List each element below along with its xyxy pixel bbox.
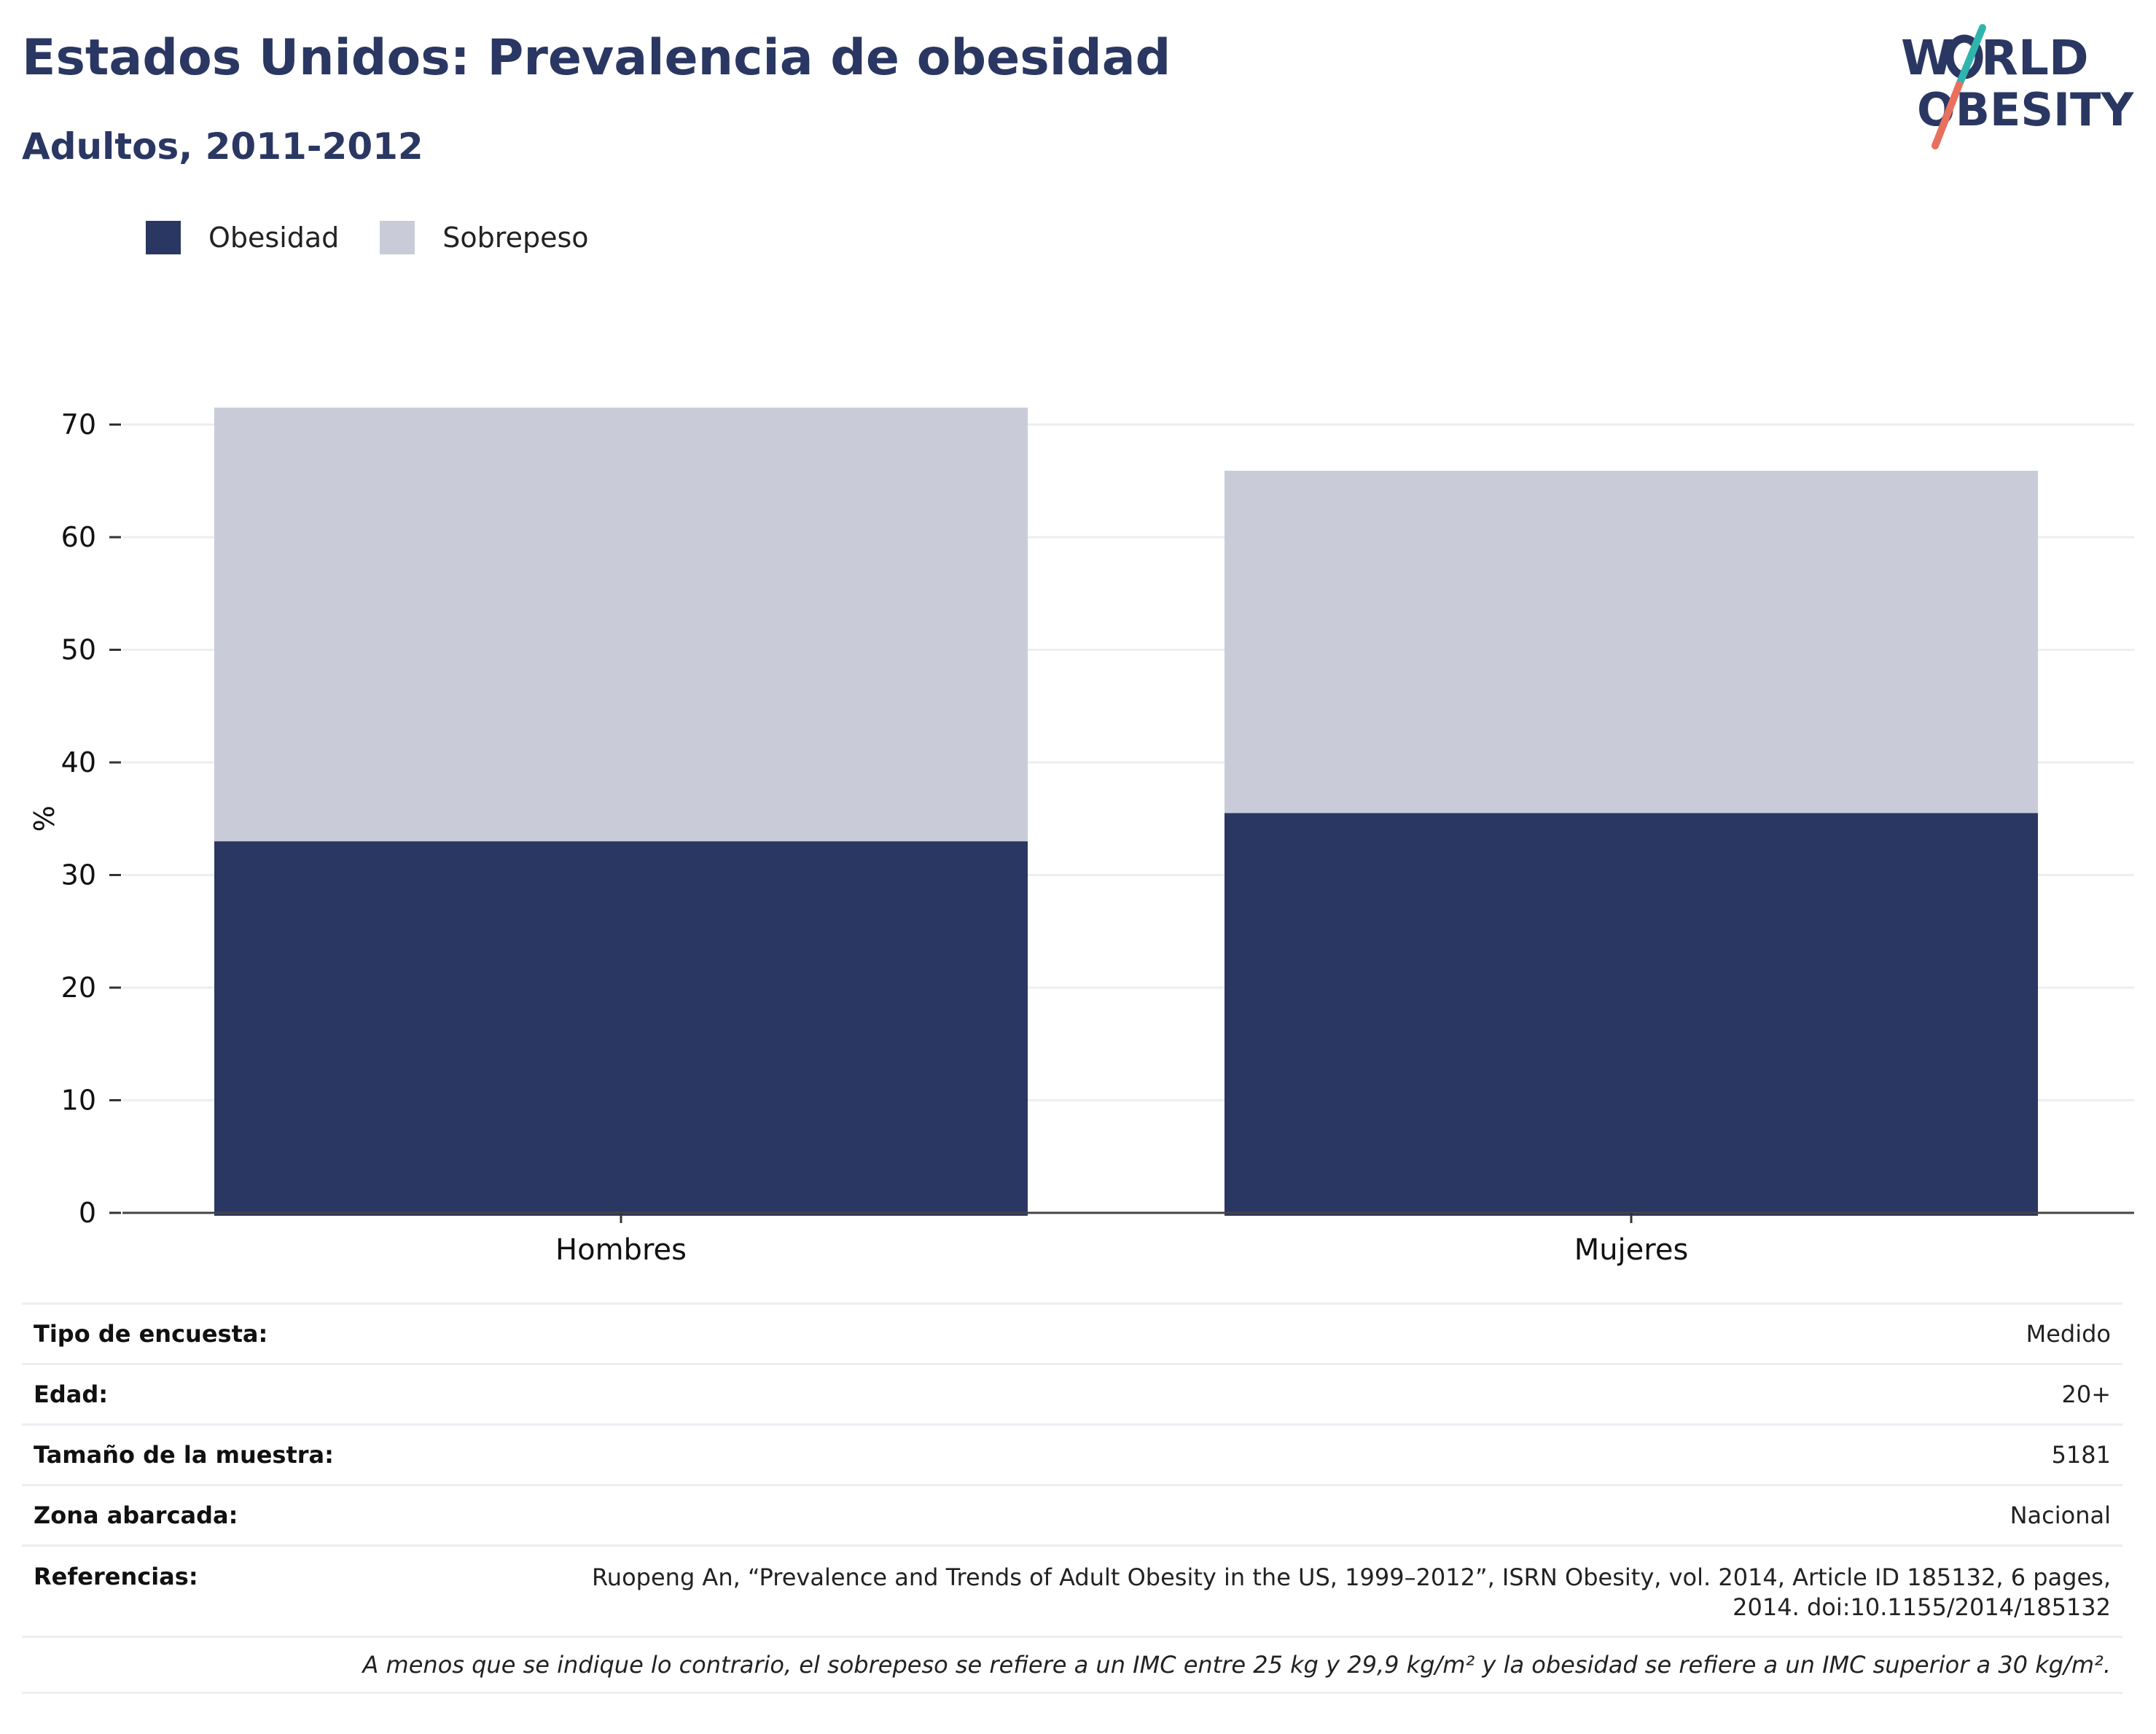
legend-item-obesidad[interactable]: Obesidad [146, 221, 339, 254]
references-line: 2014. doi:10.1155/2014/185132 [1733, 1593, 2111, 1621]
bar-chart: 0 10 20 30 40 50 60 70 Hombres Mujeres % [28, 407, 2134, 1267]
references-value: Ruopeng An, “Prevalence and Trends of Ad… [592, 1563, 2111, 1622]
y-tick-label: 10 [61, 1085, 96, 1117]
x-tick-label: Hombres [555, 1233, 687, 1267]
info-row-age: Edad: 20+ [22, 1363, 2122, 1423]
world-obesity-logo: W RLD OBESITY [1901, 24, 2134, 149]
y-tick-label: 60 [61, 521, 96, 553]
y-tick-label: 70 [61, 409, 96, 441]
bar-obesidad-mujeres [1225, 813, 2038, 1216]
y-axis-ticks: 0 10 20 30 40 50 60 70 [61, 409, 121, 1229]
info-row-references: Referencias: Ruopeng An, “Prevalence and… [22, 1544, 2122, 1636]
bar-sobrepeso-hombres [214, 407, 1028, 842]
x-tick-label: Mujeres [1574, 1233, 1689, 1267]
legend-item-sobrepeso[interactable]: Sobrepeso [380, 221, 589, 254]
bars [214, 407, 2038, 1216]
legend-label-sobrepeso: Sobrepeso [442, 222, 589, 254]
y-axis-label: % [28, 805, 60, 832]
y-tick-label: 0 [79, 1197, 96, 1229]
info-row-area: Zona abarcada: Nacional [22, 1484, 2122, 1544]
logo-text-w: W [1901, 30, 1954, 86]
chart-legend: Obesidad Sobrepeso [146, 219, 630, 257]
info-row-sample-size: Tamaño de la muestra: 5181 [22, 1423, 2122, 1484]
definition-note-row: A menos que se indique lo contrario, el … [22, 1636, 2122, 1694]
info-row-survey-type: Tipo de encuesta: Medido [22, 1303, 2122, 1363]
logo-slash-coral [1932, 81, 1963, 149]
y-tick-label: 30 [61, 859, 96, 891]
info-value: Medido [2026, 1319, 2111, 1348]
bar-sobrepeso-mujeres [1225, 470, 2038, 813]
info-label: Tipo de encuesta: [34, 1320, 268, 1348]
page-title: Estados Unidos: Prevalencia de obesidad [22, 29, 1171, 87]
info-value: 20+ [2061, 1380, 2111, 1408]
page-subtitle: Adultos, 2011-2012 [22, 125, 423, 168]
info-label: Edad: [34, 1380, 109, 1408]
legend-label-obesidad: Obesidad [208, 222, 340, 254]
references-line: Ruopeng An, “Prevalence and Trends of Ad… [592, 1563, 2111, 1591]
logo-slash-teal [1956, 24, 1986, 88]
info-value: Nacional [2009, 1501, 2111, 1529]
logo-text-rld: RLD [1981, 30, 2089, 86]
bar-obesidad-hombres [214, 841, 1028, 1216]
info-label: Zona abarcada: [34, 1501, 238, 1529]
legend-swatch-obesidad [146, 221, 181, 254]
y-tick-label: 20 [61, 972, 96, 1004]
y-tick-label: 40 [61, 746, 96, 778]
y-tick-label: 50 [61, 634, 96, 666]
survey-info-table: Tipo de encuesta: Medido Edad: 20+ Tamañ… [22, 1303, 2122, 1694]
legend-swatch-sobrepeso [380, 221, 415, 254]
info-value: 5181 [2051, 1440, 2111, 1469]
references-label: Referencias: [34, 1563, 198, 1590]
info-label: Tamaño de la muestra: [34, 1441, 334, 1469]
definition-note: A menos que se indique lo contrario, el … [362, 1651, 2111, 1679]
x-axis-ticks: Hombres Mujeres [555, 1213, 1688, 1267]
